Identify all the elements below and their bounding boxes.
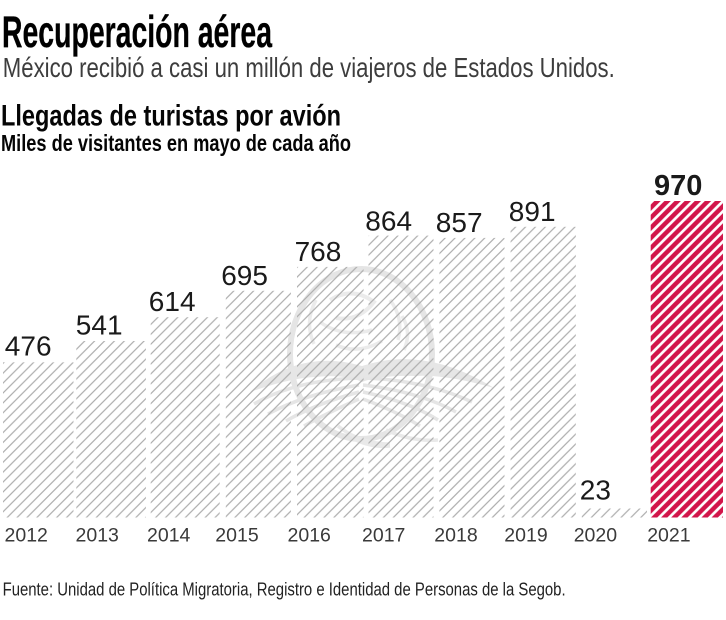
svg-text:614: 614 — [149, 286, 196, 317]
svg-text:México recibió a casi un milló: México recibió a casi un millón de viaje… — [3, 52, 615, 83]
svg-text:2013: 2013 — [76, 525, 119, 547]
svg-text:2021: 2021 — [647, 525, 690, 547]
svg-text:Llegadas de turistas por avión: Llegadas de turistas por avión — [1, 99, 341, 132]
svg-text:Fuente: Unidad de Política Mig: Fuente: Unidad de Política Migratoria, R… — [3, 580, 566, 600]
svg-text:541: 541 — [76, 310, 123, 341]
svg-text:2020: 2020 — [574, 525, 618, 547]
svg-text:695: 695 — [221, 260, 268, 291]
svg-text:2012: 2012 — [5, 525, 48, 547]
svg-text:2018: 2018 — [434, 525, 477, 547]
svg-text:857: 857 — [436, 207, 483, 238]
svg-text:2016: 2016 — [288, 525, 331, 547]
svg-text:2015: 2015 — [215, 525, 259, 547]
svg-text:2017: 2017 — [362, 525, 405, 547]
svg-text:864: 864 — [365, 206, 412, 237]
svg-text:2014: 2014 — [147, 525, 191, 547]
svg-text:476: 476 — [5, 331, 52, 362]
svg-text:2019: 2019 — [504, 525, 547, 547]
svg-text:Recuperación aérea: Recuperación aérea — [2, 8, 273, 57]
svg-text:Miles de visitantes en mayo de: Miles de visitantes en mayo de cada año — [1, 130, 351, 156]
svg-text:970: 970 — [654, 170, 702, 202]
svg-text:891: 891 — [509, 196, 556, 227]
svg-text:768: 768 — [295, 236, 342, 267]
svg-text:23: 23 — [580, 475, 611, 506]
